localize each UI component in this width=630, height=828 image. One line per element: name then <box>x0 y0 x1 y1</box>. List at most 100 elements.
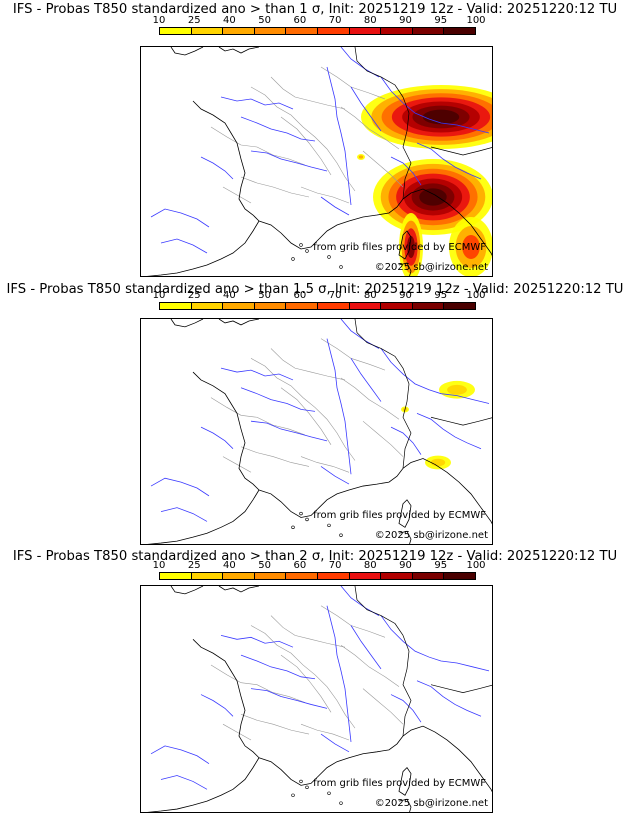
river <box>416 680 482 717</box>
colorbar-label: 70 <box>328 15 342 26</box>
river <box>250 688 328 709</box>
admin-border <box>362 420 404 457</box>
probability-area <box>358 155 364 159</box>
island <box>291 525 295 529</box>
colorbar-segment <box>191 28 224 34</box>
colorbar-segment <box>254 28 287 34</box>
river <box>160 238 208 254</box>
admin-border <box>240 176 310 198</box>
river <box>380 76 490 134</box>
panel-title: IFS - Probas T850 standardized ano > tha… <box>12 2 618 17</box>
river <box>416 412 482 450</box>
colorbar-label: 25 <box>187 560 201 571</box>
river <box>150 208 210 228</box>
island <box>339 265 343 269</box>
coastline <box>147 757 260 812</box>
river <box>320 466 350 485</box>
river <box>390 694 422 723</box>
admin-border <box>210 664 306 703</box>
colorbar-label: 70 <box>328 560 342 571</box>
island <box>299 779 303 784</box>
river <box>160 507 208 522</box>
admin-border <box>250 625 356 729</box>
colorbar-label: 40 <box>223 15 236 26</box>
colorbar-label: 60 <box>293 560 307 571</box>
river <box>416 142 482 180</box>
map: from grib files provided by ECMWF ©2025 … <box>140 585 493 813</box>
river <box>220 367 294 381</box>
colorbar-label: 80 <box>363 15 377 26</box>
colorbar-segment <box>317 303 350 309</box>
colorbar-segment <box>444 303 475 309</box>
colorbar <box>159 27 476 35</box>
island <box>327 255 331 259</box>
colorbar-segment <box>286 303 318 309</box>
colorbar-segment <box>381 573 413 579</box>
colorbar-label: 50 <box>258 290 272 301</box>
colorbar-segment <box>191 573 224 579</box>
source-credit: from grib files provided by ECMWF <box>313 242 486 253</box>
colorbar-segment <box>317 28 350 34</box>
admin-border <box>362 688 404 725</box>
river <box>240 387 316 412</box>
copyright-credit: ©2025 sb@irizone.net <box>374 798 488 809</box>
colorbar-label: 70 <box>328 290 342 301</box>
admin-border <box>340 377 400 420</box>
colorbar-segment <box>381 303 413 309</box>
river <box>350 625 382 670</box>
colorbar-segment <box>349 28 382 34</box>
colorbar-segment <box>160 303 192 309</box>
admin-border <box>340 644 400 687</box>
coastline <box>146 220 260 276</box>
map: from grib files provided by ECMWF ©2025 … <box>140 46 493 277</box>
admin-border <box>270 76 346 110</box>
admin-border <box>300 456 350 473</box>
river <box>350 358 382 402</box>
colorbar-label: 100 <box>466 290 486 301</box>
colorbar-segment <box>223 28 255 34</box>
admin-border <box>340 106 400 150</box>
river <box>380 615 490 672</box>
colorbar-segment <box>444 573 475 579</box>
coastline <box>402 725 492 793</box>
national-border <box>354 586 492 737</box>
colorbar-label: 60 <box>293 290 307 301</box>
map: from grib files provided by ECMWF ©2025 … <box>140 318 493 545</box>
colorbar-labels: 10 25 40 50 60 70 80 90 95 100 <box>153 560 486 572</box>
coastline <box>170 47 260 56</box>
colorbar <box>159 572 476 580</box>
admin-border <box>362 150 404 188</box>
colorbar-segment <box>381 28 413 34</box>
admin-border <box>222 723 252 741</box>
admin-border <box>222 186 252 204</box>
coastline <box>258 198 404 250</box>
coastline <box>398 230 412 260</box>
colorbar-label: 95 <box>434 560 448 571</box>
panel-2: IFS - Probas T850 standardized ano > tha… <box>0 270 630 545</box>
coastline <box>398 499 412 528</box>
source-credit: from grib files provided by ECMWF <box>313 778 486 789</box>
colorbar-segment <box>223 303 255 309</box>
colorbar-label: 90 <box>399 290 412 301</box>
colorbar-label: 90 <box>399 560 412 571</box>
river <box>380 348 490 404</box>
panel-title: IFS - Probas T850 standardized ano > tha… <box>6 282 624 297</box>
colorbar-segment <box>444 28 475 34</box>
admin-border <box>280 654 332 713</box>
island <box>299 243 303 247</box>
coastline <box>147 489 260 544</box>
colorbar-label: 90 <box>399 15 412 26</box>
admin-border <box>300 723 350 741</box>
colorbar-label: 10 <box>152 290 166 301</box>
coastline <box>170 586 260 595</box>
coastline <box>402 188 492 256</box>
colorbar-label: 80 <box>363 290 377 301</box>
river <box>200 156 234 180</box>
probability-area <box>462 235 480 259</box>
island <box>327 791 331 795</box>
colorbar-segment <box>254 303 287 309</box>
river <box>250 420 328 442</box>
colorbar-segment <box>286 28 318 34</box>
map-canvas <box>146 47 492 276</box>
river <box>240 116 316 142</box>
